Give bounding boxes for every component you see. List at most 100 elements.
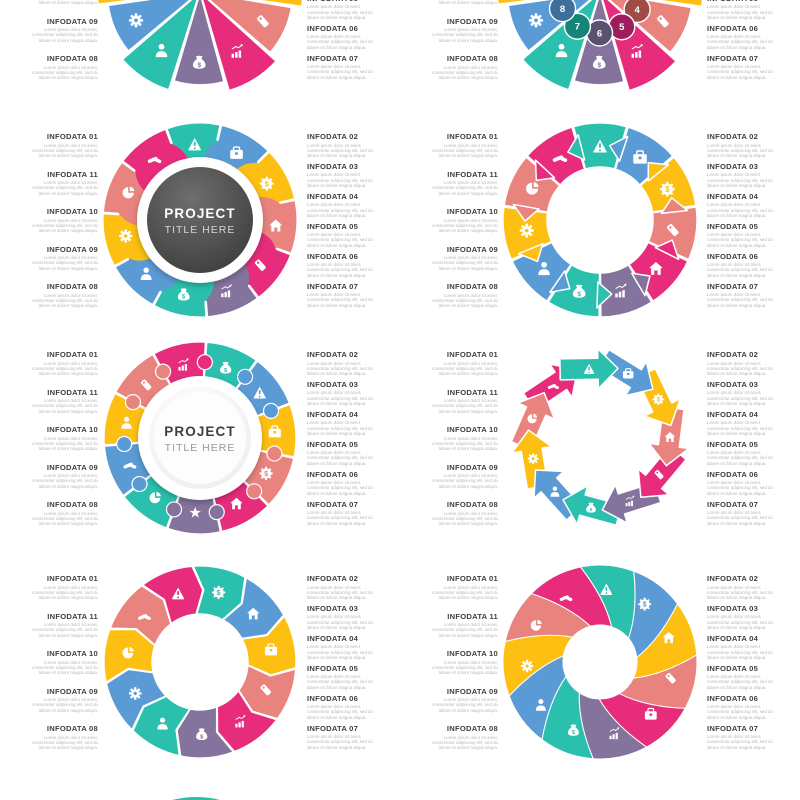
star-icon	[189, 506, 201, 518]
gear-icon	[128, 13, 144, 28]
person-icon	[538, 261, 550, 276]
chart-icon	[221, 284, 232, 298]
chart-icon	[609, 727, 620, 740]
chart-icon	[231, 43, 243, 58]
briefcase-icon	[622, 368, 634, 379]
gear-icon	[119, 229, 133, 243]
home-icon	[247, 607, 260, 620]
moneybag-icon: $	[219, 361, 232, 374]
gear-icon	[520, 659, 534, 673]
diagram-fan-pie: $$	[96, 0, 304, 92]
warning-icon	[188, 138, 201, 151]
gear-icon	[128, 687, 142, 700]
home-icon	[649, 262, 663, 275]
svg-text:$: $	[197, 62, 201, 69]
handshake-icon	[559, 595, 573, 602]
home-icon	[269, 219, 283, 232]
person-icon	[121, 416, 132, 429]
briefcase-icon	[264, 643, 278, 656]
moneybag-icon: $	[567, 724, 579, 736]
person-icon	[157, 717, 168, 730]
dollar-icon: $	[659, 181, 675, 197]
tag-icon	[657, 15, 669, 28]
moneybag-icon: $	[572, 284, 586, 298]
svg-text:$: $	[597, 62, 601, 69]
home-icon	[664, 432, 676, 442]
svg-text:$: $	[572, 730, 576, 736]
dollar-icon: $	[638, 597, 652, 611]
person-icon	[550, 486, 560, 497]
diagram-pinwheel-donut: $$	[502, 564, 698, 760]
dollar-icon: $	[211, 585, 226, 600]
warning-icon	[583, 363, 595, 374]
svg-text:$: $	[264, 469, 268, 478]
briefcase-icon	[644, 707, 657, 720]
step-number: 6	[597, 28, 602, 39]
home-icon	[230, 497, 243, 510]
dollar-icon: $	[259, 176, 274, 191]
tag-icon	[260, 684, 272, 696]
tag-icon	[665, 672, 676, 684]
warning-icon	[593, 139, 607, 153]
briefcase-icon	[633, 150, 647, 164]
tag-icon	[654, 469, 664, 480]
chart-icon	[631, 43, 643, 58]
moneybag-icon: $	[177, 288, 190, 301]
diagram-puzzle-donut: $$	[502, 122, 698, 318]
tag-icon	[666, 223, 679, 237]
warning-icon	[172, 587, 185, 600]
pie-icon	[122, 186, 135, 199]
handshake-icon	[552, 155, 568, 163]
moneybag-icon: $	[586, 502, 596, 513]
chart-icon	[178, 358, 189, 371]
tag-icon	[140, 379, 152, 391]
chart-icon	[615, 283, 627, 298]
diagram-fan-numbered: $$ 1 2 3 4 5 6 7 8 9 10 11	[496, 0, 704, 92]
warning-icon	[600, 583, 613, 596]
pie-icon	[122, 646, 134, 659]
gear-icon	[528, 13, 544, 28]
person-icon	[555, 43, 568, 58]
warning-icon	[253, 386, 266, 399]
gear-icon	[527, 453, 539, 465]
home-icon	[662, 631, 675, 644]
project-title: PROJECT	[164, 424, 235, 439]
person-icon	[155, 43, 168, 58]
dollar-icon: $	[652, 393, 665, 406]
project-title: PROJECT	[164, 206, 235, 221]
project-subtitle: TITLE HERE	[165, 442, 236, 454]
svg-text:$: $	[265, 179, 270, 188]
svg-text:$: $	[200, 734, 204, 740]
handshake-icon	[147, 156, 162, 164]
pie-icon	[527, 413, 538, 424]
dollar-icon: $	[259, 466, 273, 481]
diagram-sliver-left	[172, 797, 220, 800]
chart-icon	[235, 715, 246, 728]
moneybag-icon: $	[592, 55, 606, 69]
svg-text:$: $	[217, 588, 221, 597]
briefcase-icon	[268, 425, 281, 438]
svg-text:$: $	[577, 291, 581, 298]
moneybag-icon: $	[192, 55, 206, 69]
pie-icon	[526, 182, 539, 195]
handshake-icon	[137, 614, 151, 621]
diagram-arrow-cycle: $$	[510, 347, 690, 526]
briefcase-icon	[230, 146, 243, 159]
svg-text:$: $	[224, 368, 228, 374]
svg-text:$: $	[657, 396, 661, 403]
chart-icon	[625, 495, 635, 507]
step-number: 4	[634, 5, 640, 16]
project-subtitle: TITLE HERE	[165, 224, 236, 236]
tag-icon	[254, 259, 266, 271]
handshake-icon	[547, 383, 559, 390]
handshake-icon	[123, 462, 137, 469]
svg-text:$: $	[182, 295, 186, 301]
step-number: 5	[619, 22, 625, 33]
svg-text:$: $	[590, 507, 593, 513]
svg-text:$: $	[643, 602, 647, 609]
diagram-jigsaw-ring: $ $ PROJECT TITLE HERE	[103, 341, 297, 535]
diagram-petal-ring: $ $ PROJECT TITLE HERE	[102, 122, 298, 318]
step-number: 7	[575, 22, 580, 33]
